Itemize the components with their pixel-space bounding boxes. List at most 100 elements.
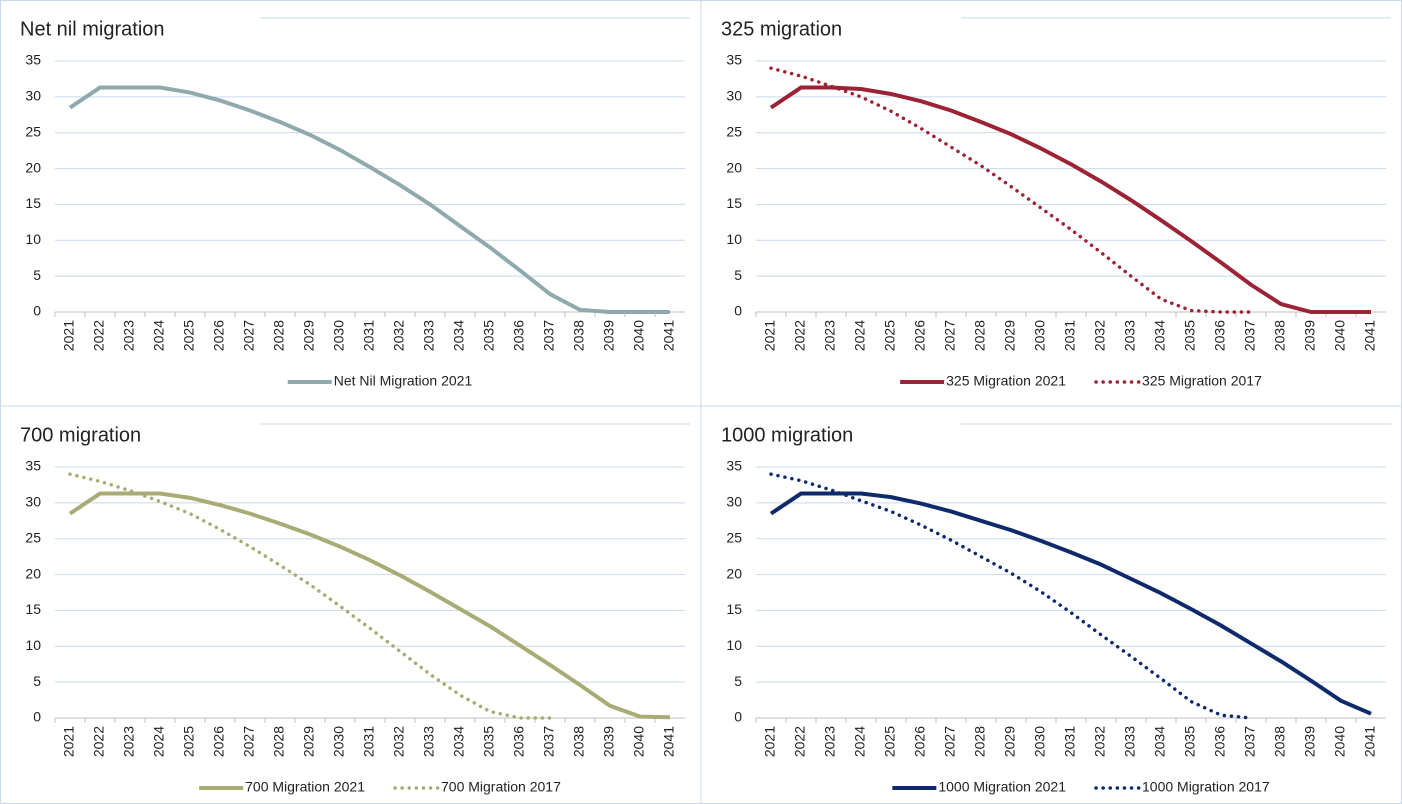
y-tick-label: 30 <box>25 494 41 510</box>
y-tick-label: 5 <box>734 267 742 283</box>
x-tick-label: 2030 <box>331 726 347 757</box>
series-line <box>68 85 670 314</box>
x-tick-label: 2036 <box>511 320 527 351</box>
x-tick-label: 2022 <box>91 320 107 351</box>
y-tick-label: 0 <box>734 709 742 725</box>
x-tick-label: 2027 <box>942 726 958 757</box>
x-tick-label: 2031 <box>1062 726 1078 757</box>
x-tick-label: 2041 <box>1362 320 1378 351</box>
x-tick-label: 2022 <box>792 726 808 757</box>
x-tick-label: 2027 <box>241 726 257 757</box>
x-tick-label: 2033 <box>1122 320 1138 351</box>
y-tick-label: 25 <box>726 529 742 545</box>
x-tick-label: 2024 <box>151 726 167 757</box>
x-tick-label: 2034 <box>1152 726 1168 757</box>
x-tick-label: 2035 <box>481 320 497 351</box>
x-tick-label: 2023 <box>822 320 838 351</box>
x-tick-label: 2028 <box>271 320 287 351</box>
x-tick-label: 2036 <box>1212 726 1228 757</box>
x-tick-label: 2028 <box>972 320 988 351</box>
x-tick-label: 2033 <box>421 726 437 757</box>
x-tick-label: 2035 <box>1182 320 1198 351</box>
x-tick-label: 2029 <box>1002 726 1018 757</box>
x-tick-label: 2026 <box>912 726 928 757</box>
chart-title: Net nil migration <box>20 18 165 40</box>
x-tick-label: 2023 <box>822 726 838 757</box>
legend-label: 325 Migration 2021 <box>946 373 1066 389</box>
series-line <box>769 472 1253 720</box>
legend-label: Net Nil Migration 2021 <box>334 373 473 389</box>
y-tick-label: 15 <box>25 195 41 211</box>
x-tick-label: 2033 <box>421 320 437 351</box>
y-tick-label: 0 <box>33 303 41 319</box>
y-tick-label: 15 <box>25 601 41 617</box>
x-tick-label: 2038 <box>1272 726 1288 757</box>
x-tick-label: 2022 <box>91 726 107 757</box>
x-tick-label: 2041 <box>1362 726 1378 757</box>
series-line <box>68 472 552 720</box>
x-tick-label: 2025 <box>882 726 898 757</box>
legend-label: 1000 Migration 2021 <box>938 779 1066 795</box>
x-tick-label: 2026 <box>211 726 227 757</box>
x-tick-label: 2031 <box>361 320 377 351</box>
y-tick-label: 30 <box>726 88 742 104</box>
x-tick-label: 2027 <box>241 320 257 351</box>
legend: 700 Migration 2021 700 Migration 2017 <box>199 779 561 795</box>
chart-title: 325 migration <box>721 18 842 40</box>
y-tick-label: 10 <box>726 231 742 247</box>
x-tick-label: 2035 <box>1182 726 1198 757</box>
x-tick-label: 2035 <box>481 726 497 757</box>
x-tick-label: 2022 <box>792 320 808 351</box>
y-tick-label: 20 <box>726 565 742 581</box>
x-tick-label: 2041 <box>661 726 677 757</box>
legend-label: 1000 Migration 2017 <box>1142 779 1270 795</box>
x-tick-label: 2024 <box>852 726 868 757</box>
x-tick-label: 2024 <box>852 320 868 351</box>
x-tick-label: 2034 <box>1152 320 1168 351</box>
y-tick-label: 20 <box>25 159 41 175</box>
legend: 1000 Migration 2021 1000 Migration 2017 <box>892 779 1270 795</box>
x-tick-label: 2021 <box>762 320 778 351</box>
y-tick-label: 5 <box>734 673 742 689</box>
series-line <box>769 85 1371 314</box>
x-tick-label: 2039 <box>601 726 617 757</box>
x-tick-label: 2030 <box>1032 726 1048 757</box>
y-tick-label: 25 <box>25 529 41 545</box>
x-tick-label: 2037 <box>1242 320 1258 351</box>
x-tick-label: 2040 <box>631 320 647 351</box>
y-tick-label: 5 <box>33 673 41 689</box>
x-tick-label: 2032 <box>391 726 407 757</box>
chart-title: 700 migration <box>20 424 141 446</box>
y-tick-label: 25 <box>726 123 742 139</box>
x-tick-label: 2039 <box>601 320 617 351</box>
legend: Net Nil Migration 2021 <box>287 373 473 389</box>
x-tick-label: 2034 <box>451 726 467 757</box>
x-tick-label: 2036 <box>1212 320 1228 351</box>
x-tick-label: 2037 <box>541 320 557 351</box>
x-tick-label: 2036 <box>511 726 527 757</box>
x-tick-label: 2040 <box>1332 726 1348 757</box>
y-tick-label: 10 <box>25 637 41 653</box>
x-tick-label: 2029 <box>1002 320 1018 351</box>
y-tick-label: 20 <box>726 159 742 175</box>
x-tick-label: 2028 <box>271 726 287 757</box>
legend-label: 700 Migration 2021 <box>245 779 365 795</box>
y-tick-label: 10 <box>726 637 742 653</box>
x-tick-label: 2027 <box>942 320 958 351</box>
x-tick-label: 2021 <box>61 320 77 351</box>
x-tick-label: 2025 <box>181 726 197 757</box>
y-tick-label: 25 <box>25 123 41 139</box>
y-tick-label: 35 <box>726 52 742 68</box>
x-tick-label: 2030 <box>1032 320 1048 351</box>
y-tick-label: 15 <box>726 601 742 617</box>
x-tick-label: 2026 <box>211 320 227 351</box>
x-tick-label: 2030 <box>331 320 347 351</box>
x-tick-label: 2037 <box>1242 726 1258 757</box>
legend-label: 700 Migration 2017 <box>441 779 561 795</box>
x-tick-label: 2040 <box>631 726 647 757</box>
x-tick-label: 2023 <box>121 726 137 757</box>
x-tick-label: 2038 <box>1272 320 1288 351</box>
x-tick-label: 2038 <box>571 726 587 757</box>
x-tick-label: 2021 <box>61 726 77 757</box>
